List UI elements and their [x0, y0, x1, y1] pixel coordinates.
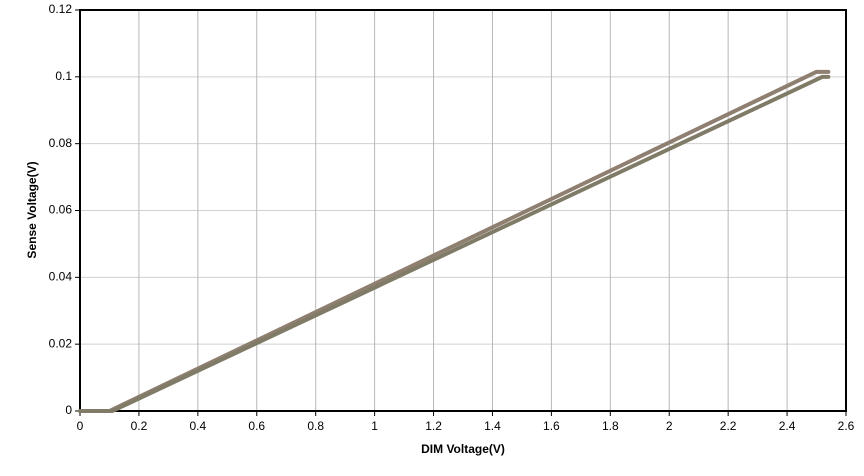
x-tick-label: 1.2	[425, 419, 442, 433]
y-tick-label: 0.04	[49, 270, 73, 284]
x-axis-label: DIM Voltage(V)	[421, 442, 505, 456]
data-line	[78, 74, 831, 413]
y-axis-label: Sense Voltage(V)	[25, 161, 39, 258]
y-tick-label: 0	[65, 403, 72, 417]
x-tick-label: 2.4	[779, 419, 796, 433]
x-tick-label: 0	[77, 419, 84, 433]
x-tick-label: 0.2	[131, 419, 148, 433]
x-tick-label: 1.4	[484, 419, 501, 433]
x-tick-label: 2.6	[838, 419, 855, 433]
x-tick-label: 1.8	[602, 419, 619, 433]
y-tick-label: 0.02	[49, 336, 73, 350]
x-tick-label: 2	[666, 419, 673, 433]
x-tick-label: 1	[371, 419, 378, 433]
x-tick-label: 0.8	[307, 419, 324, 433]
x-tick-label: 1.6	[543, 419, 560, 433]
y-tick-label: 0.1	[55, 69, 72, 83]
y-tick-label: 0.08	[49, 136, 73, 150]
x-tick-label: 0.4	[190, 419, 207, 433]
y-tick-label: 0.12	[49, 2, 73, 16]
x-tick-label: 0.6	[248, 419, 265, 433]
data-line	[78, 69, 831, 413]
y-tick-label: 0.06	[49, 203, 73, 217]
plot-frame	[79, 9, 847, 412]
x-tick-label: 2.2	[720, 419, 737, 433]
